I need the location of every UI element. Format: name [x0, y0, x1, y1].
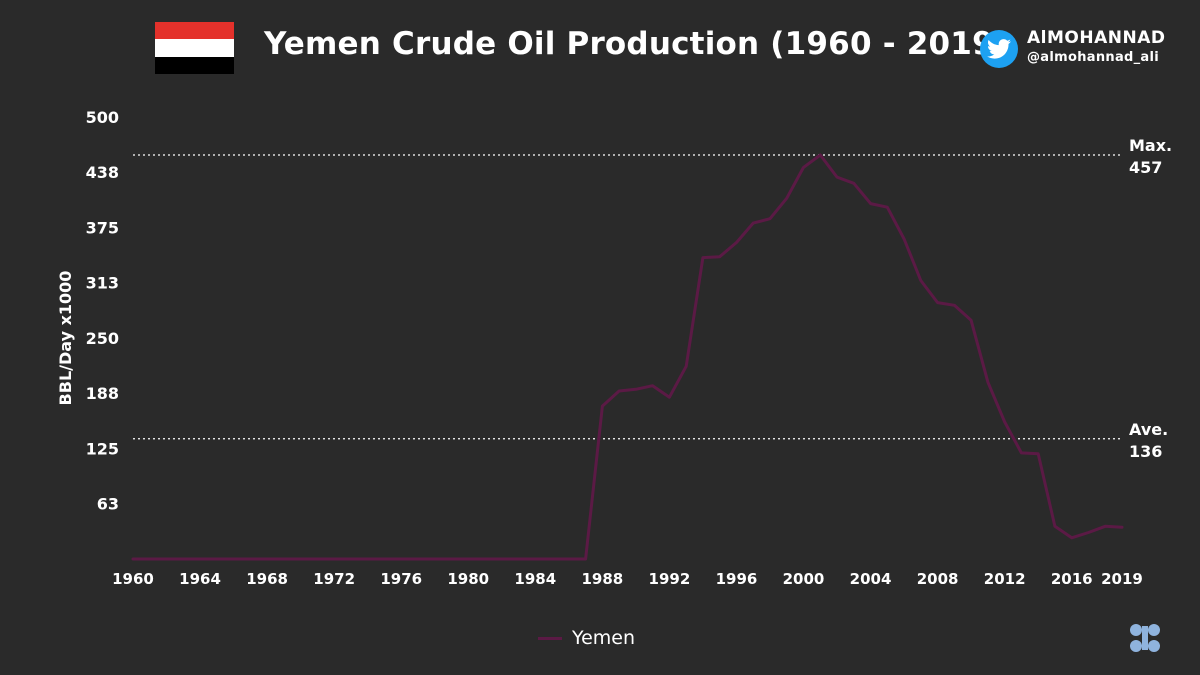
y-tick-label: 375	[86, 219, 119, 238]
y-tick-label: 188	[86, 384, 119, 403]
x-tick-label: 1996	[716, 570, 758, 588]
legend-label-yemen: Yemen	[572, 627, 636, 649]
series-line-yemen	[131, 153, 1124, 561]
annotation-value: 136	[1129, 442, 1162, 461]
x-tick-label: 1968	[246, 570, 288, 588]
twitter-bird-icon	[980, 30, 1018, 68]
y-tick-label: 250	[86, 329, 119, 348]
y-tick-label: 313	[86, 273, 119, 292]
x-tick-label: 1960	[112, 570, 154, 588]
x-tick-label: 1988	[581, 570, 623, 588]
x-tick-label: 1972	[313, 570, 355, 588]
x-tick-label: 2012	[984, 570, 1026, 588]
x-tick-label: 2008	[917, 570, 959, 588]
reference-lines: Max. 457 Ave. 136	[133, 136, 1172, 461]
y-tick-label: 500	[86, 108, 119, 127]
x-tick-label: 1964	[179, 570, 221, 588]
flag-black-stripe	[155, 56, 234, 74]
y-tick-label: 125	[86, 440, 119, 459]
opec-logo-icon	[1130, 624, 1160, 652]
flag-red-stripe	[155, 22, 234, 40]
x-tick-label: 1992	[649, 570, 691, 588]
x-tick-label: 2016	[1051, 570, 1093, 588]
x-axis-ticks: 1960 1964 1968 1972 1976 1980 1984 1988 1992 1996…	[112, 570, 1143, 588]
yemen-flag-icon	[155, 22, 234, 74]
brand-handle: @almohannad_ali	[1027, 50, 1160, 65]
x-tick-label: 1980	[447, 570, 489, 588]
y-axis-ticks: 63 125 188 250 313 375 438 500	[86, 108, 119, 513]
page-title: Yemen Crude Oil Production (1960 - 2019)	[264, 26, 1009, 62]
brand-name: AlMOHANNAD	[1027, 28, 1166, 48]
y-axis-label: BBL/Day x1000	[56, 271, 75, 406]
flag-white-stripe	[155, 39, 234, 57]
x-tick-label: 1976	[380, 570, 422, 588]
y-tick-label: 438	[86, 163, 119, 182]
annotation-label: Ave.	[1129, 420, 1168, 439]
x-tick-label: 2000	[783, 570, 825, 588]
x-tick-label: 1984	[514, 570, 556, 588]
legend-swatch-yemen	[538, 636, 562, 640]
y-tick-label: 63	[97, 494, 119, 513]
brand-block[interactable]: AlMOHANNAD @almohannad_ali	[980, 28, 1170, 73]
annotation-value: 457	[1129, 158, 1162, 177]
annotation-label: Max.	[1129, 136, 1172, 155]
chart-legend: Yemen	[538, 626, 635, 650]
x-tick-label: 2019	[1101, 570, 1143, 588]
x-tick-label: 2004	[850, 570, 892, 588]
